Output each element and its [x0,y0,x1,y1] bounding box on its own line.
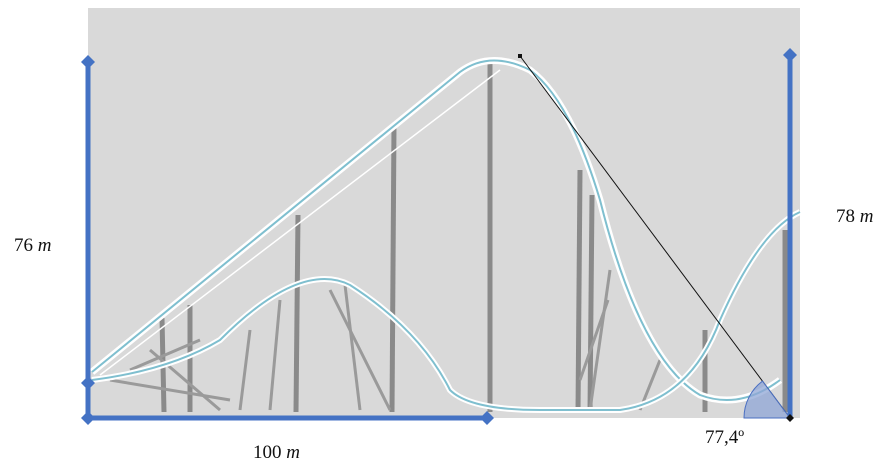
label-unit: m [38,235,52,256]
label-number: 76 [14,235,33,256]
label-unit: m [286,442,300,463]
track [89,57,802,413]
supports [159,64,788,413]
cross-supports [109,269,662,412]
right-height-label: 78 m [836,206,873,227]
label-number: 100 [253,442,282,463]
corner-point [786,414,794,422]
left-height-label: 76 m [14,235,51,256]
photo-background [88,8,800,418]
measure-diamonds [81,48,797,425]
angle-wedge [743,380,791,419]
measure-lines [85,55,793,421]
base-length-label: 100 m [253,442,300,463]
label-unit: m [860,206,874,227]
angle-label: 77,4º [705,427,744,448]
slope-line [519,55,791,419]
label-number: 78 [836,206,855,227]
peak-marker [518,54,522,58]
